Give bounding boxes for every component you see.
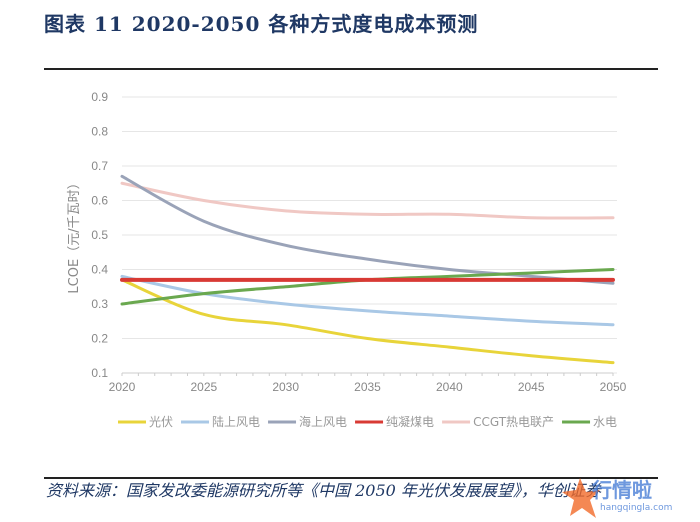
x-tick-label: 2025 [190, 380, 217, 394]
legend-label: 纯凝煤电 [386, 414, 434, 429]
legend-label: 水电 [593, 415, 617, 429]
y-tick-label: 0.8 [91, 125, 108, 139]
y-tick-label: 0.1 [91, 366, 108, 380]
y-tick-label: 0.3 [91, 297, 108, 311]
x-tick-label: 2045 [518, 380, 545, 394]
bottom-divider [44, 477, 658, 479]
watermark-text: 行情啦 [592, 478, 652, 502]
legend-label: CCGT热电联产 [473, 415, 554, 429]
y-tick-label: 0.4 [91, 263, 108, 277]
series-line-2 [120, 174, 615, 285]
y-tick-label: 0.2 [91, 332, 108, 346]
x-tick-label: 2020 [109, 380, 136, 394]
x-tick-label: 2040 [436, 380, 463, 394]
legend-label: 陆上风电 [212, 414, 260, 429]
x-tick-label: 2030 [272, 380, 299, 394]
source-note: 资料来源：国家发改委能源研究所等《中国 2050 年光伏发展展望》，华创证券 [46, 481, 601, 500]
series-line-0 [120, 278, 615, 365]
figure-title: 图表 11 2020-2050 各种方式度电成本预测 [44, 12, 479, 36]
series-line-5 [120, 268, 615, 306]
x-tick-label: 2050 [600, 380, 627, 394]
y-tick-label: 0.7 [91, 159, 108, 173]
legend-label: 光伏 [149, 415, 173, 429]
watermark-url: hangqingla.com [600, 503, 673, 513]
lcoe-line-chart: 0.1 0.2 0.3 0.4 0.5 0.6 0.7 0.8 0.9 2020 2025 2030 2… [67, 90, 627, 429]
y-tick-label: 0.9 [91, 90, 108, 104]
top-divider [44, 68, 658, 70]
y-tick-label: 0.6 [91, 194, 108, 208]
series-line-4 [120, 181, 615, 220]
series-line-1 [120, 274, 615, 327]
y-tick-label: 0.5 [91, 228, 108, 242]
x-tick-label: 2035 [354, 380, 381, 394]
y-axis-label: LCOE（元/千瓦时） [67, 176, 82, 293]
watermark-logo-icon [562, 478, 600, 518]
legend-label: 海上风电 [299, 414, 347, 429]
